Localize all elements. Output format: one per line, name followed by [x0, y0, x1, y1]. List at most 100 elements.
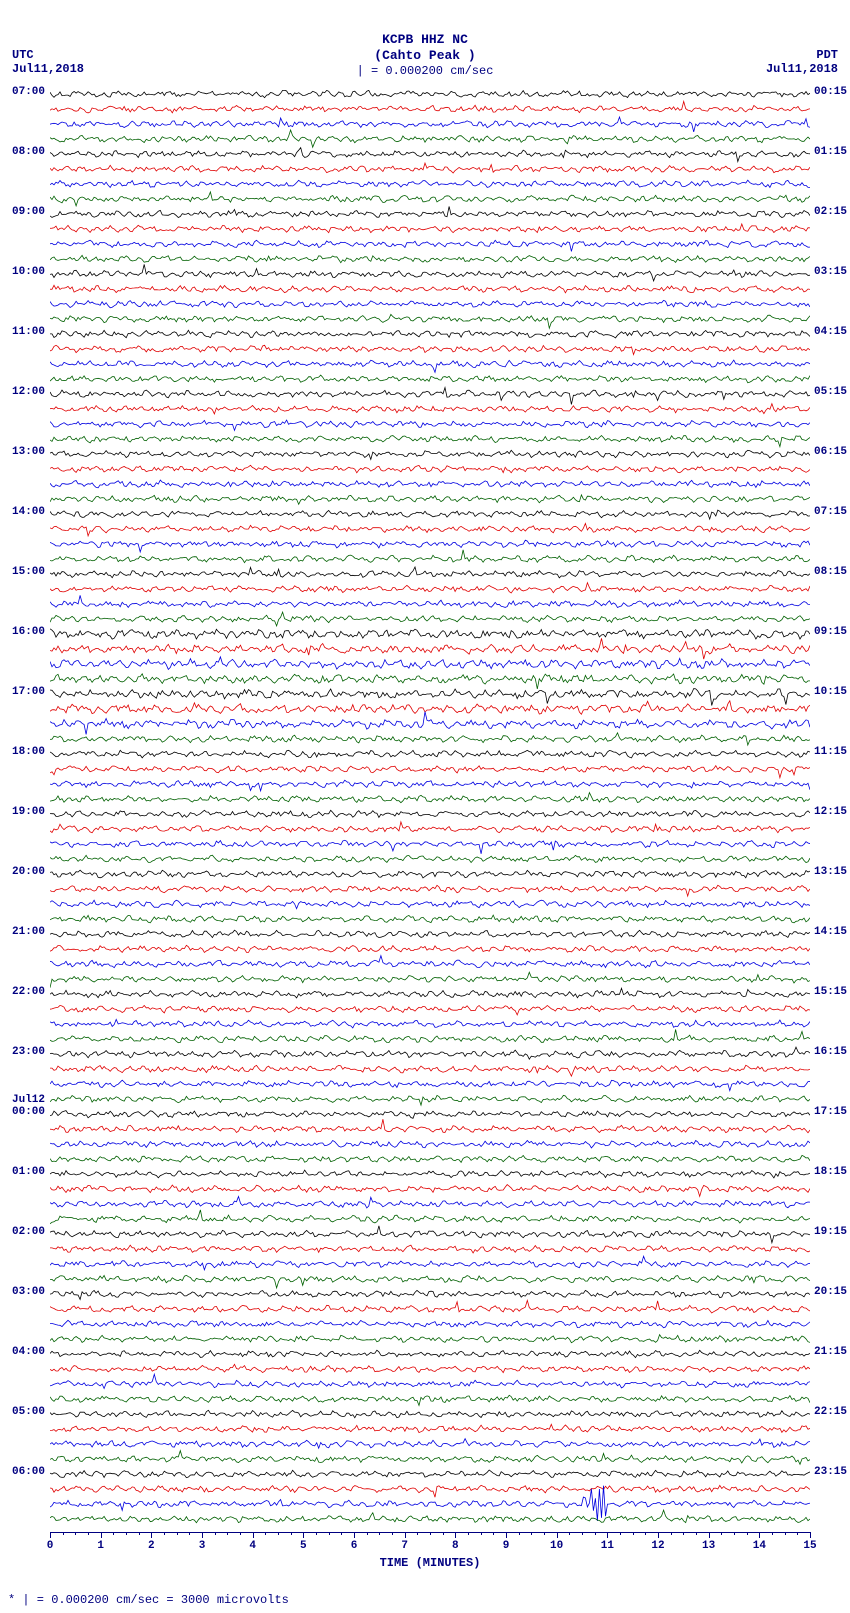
- station-location: (Cahto Peak ): [0, 48, 850, 63]
- seismic-trace: [50, 1095, 810, 1105]
- x-tick-label: 0: [47, 1540, 54, 1552]
- x-tick-minor: [291, 1532, 292, 1535]
- seismic-trace: [50, 1019, 810, 1028]
- x-tick-minor: [341, 1532, 342, 1535]
- left-time-label: 13:00: [12, 446, 45, 458]
- seismic-trace: [50, 1185, 810, 1197]
- x-tick-major: [354, 1532, 355, 1538]
- seismic-trace: [50, 388, 810, 405]
- seismic-trace: [50, 450, 810, 459]
- seismic-trace: [50, 180, 810, 187]
- seismic-trace: [50, 523, 810, 536]
- right-time-label: 00:15: [814, 86, 847, 98]
- date-change-label: Jul12: [12, 1094, 45, 1106]
- seismic-trace: [50, 330, 810, 338]
- seismic-trace: [50, 148, 810, 162]
- seismic-trace: [50, 956, 810, 968]
- x-tick-minor: [379, 1532, 380, 1535]
- seismic-trace: [50, 1111, 810, 1119]
- seismic-trace: [50, 930, 810, 937]
- x-tick-label: 4: [249, 1540, 256, 1552]
- right-time-label: 20:15: [814, 1286, 847, 1298]
- x-tick-label: 6: [351, 1540, 358, 1552]
- x-tick-minor: [493, 1532, 494, 1535]
- seismic-trace: [50, 1047, 810, 1059]
- x-tick-minor: [633, 1532, 634, 1535]
- seismic-trace: [50, 1226, 810, 1243]
- left-time-label: 23:00: [12, 1046, 45, 1058]
- right-time-label: 14:15: [814, 926, 847, 938]
- seismic-trace: [50, 583, 810, 593]
- x-tick-minor: [747, 1532, 748, 1535]
- x-tick-major: [557, 1532, 558, 1538]
- x-tick-major: [101, 1532, 102, 1538]
- seismic-trace: [50, 224, 810, 233]
- right-time-label: 21:15: [814, 1346, 847, 1358]
- seismic-trace: [50, 810, 810, 817]
- x-tick-major: [607, 1532, 608, 1538]
- x-tick-minor: [595, 1532, 596, 1535]
- x-tick-major: [709, 1532, 710, 1538]
- left-time-label: 08:00: [12, 146, 45, 158]
- seismic-trace: [50, 595, 810, 607]
- x-axis: 0123456789101112131415 TIME (MINUTES): [50, 1532, 810, 1562]
- x-tick-minor: [367, 1532, 368, 1535]
- x-tick-minor: [544, 1532, 545, 1535]
- left-time-label: 07:00: [12, 86, 45, 98]
- seismic-trace: [50, 1005, 810, 1015]
- station-code: KCPB HHZ NC: [0, 32, 850, 47]
- seismic-trace: [50, 1485, 810, 1497]
- seismic-trace: [50, 629, 810, 639]
- x-tick-major: [151, 1532, 152, 1538]
- seismic-trace: [50, 1470, 810, 1478]
- x-tick-major: [759, 1532, 760, 1538]
- x-tick-minor: [645, 1532, 646, 1535]
- x-tick-label: 9: [503, 1540, 510, 1552]
- seismic-trace: [50, 1510, 810, 1523]
- right-time-label: 12:15: [814, 806, 847, 818]
- x-tick-minor: [696, 1532, 697, 1535]
- x-tick-minor: [189, 1532, 190, 1535]
- x-tick-minor: [582, 1532, 583, 1535]
- left-time-label: 14:00: [12, 506, 45, 518]
- seismic-trace: [50, 404, 810, 414]
- right-time-label: 01:15: [814, 146, 847, 158]
- seismic-trace: [50, 567, 810, 578]
- right-time-label: 04:15: [814, 326, 847, 338]
- seismic-trace: [50, 972, 810, 987]
- seismic-trace: [50, 885, 810, 896]
- right-time-label: 13:15: [814, 866, 847, 878]
- right-time-label: 16:15: [814, 1046, 847, 1058]
- helicorder-svg: [50, 90, 810, 1530]
- seismic-trace: [50, 300, 810, 307]
- x-tick-label: 12: [651, 1540, 664, 1552]
- x-tick-minor: [797, 1532, 798, 1535]
- seismic-trace: [50, 117, 810, 132]
- seismic-trace: [50, 1275, 810, 1288]
- x-tick-minor: [215, 1532, 216, 1535]
- seismic-trace: [50, 1374, 810, 1388]
- left-time-label: 19:00: [12, 806, 45, 818]
- seismic-trace: [50, 1030, 810, 1043]
- left-time-label: 20:00: [12, 866, 45, 878]
- seismic-trace: [50, 1335, 810, 1343]
- x-tick-label: 8: [452, 1540, 459, 1552]
- helicorder-plot: [50, 90, 810, 1530]
- seismic-trace: [50, 495, 810, 504]
- right-time-label: 23:15: [814, 1466, 847, 1478]
- x-tick-minor: [316, 1532, 317, 1535]
- seismic-trace: [50, 701, 810, 715]
- left-time-label: 22:00: [12, 986, 45, 998]
- seismic-trace: [50, 1451, 810, 1465]
- left-time-label: 05:00: [12, 1406, 45, 1418]
- seismic-trace: [50, 1080, 810, 1090]
- x-tick-label: 1: [97, 1540, 104, 1552]
- x-tick-minor: [443, 1532, 444, 1535]
- seismic-trace: [50, 1424, 810, 1432]
- seismic-trace: [50, 855, 810, 862]
- x-tick-minor: [75, 1532, 76, 1535]
- seismic-trace: [50, 657, 810, 670]
- x-tick-minor: [329, 1532, 330, 1535]
- right-time-label: 08:15: [814, 566, 847, 578]
- seismic-trace: [50, 1155, 810, 1162]
